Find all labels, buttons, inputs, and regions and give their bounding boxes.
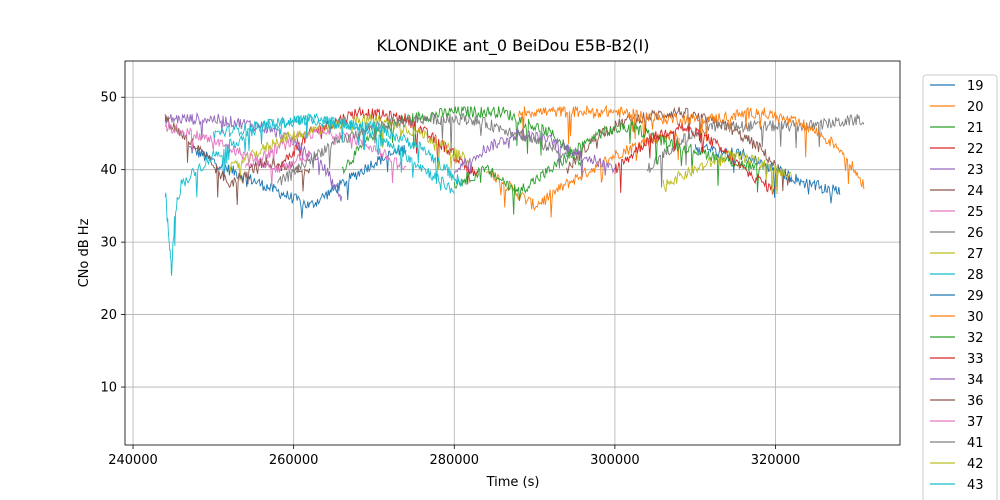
chart-title: KLONDIKE ant_0 BeiDou E5B-B2(I): [376, 36, 649, 56]
series-line-24: [566, 106, 793, 194]
x-axis-ticks: 240000 260000 280000 300000 320000: [108, 445, 800, 468]
legend-label-26: 26: [967, 226, 984, 241]
legend-label-27: 27: [967, 247, 984, 262]
legend-label-24: 24: [967, 184, 984, 199]
legend-label-42: 42: [967, 457, 984, 472]
legend-label-30: 30: [967, 310, 984, 325]
legend-box: [922, 74, 998, 500]
series-line-43: [164, 113, 463, 276]
series-line-30: [518, 104, 865, 190]
x-tick-label: 320000: [751, 453, 801, 468]
y-axis-ticks: 10 20 30 40 50: [100, 91, 125, 396]
series-line-33: [614, 123, 776, 195]
series-line-28: [212, 112, 455, 195]
legend-label-23: 23: [967, 163, 984, 178]
legend-label-25: 25: [967, 205, 984, 220]
plot-frame: [124, 60, 901, 446]
y-tick-label: 10: [100, 381, 117, 396]
y-tick-label: 50: [100, 91, 117, 106]
x-axis-label: Time (s): [486, 475, 540, 490]
legend-label-21: 21: [967, 121, 984, 136]
legend-label-33: 33: [967, 352, 984, 367]
series-line-42: [662, 149, 793, 194]
legend-label-43: 43: [967, 478, 984, 493]
y-tick-label: 20: [100, 308, 117, 323]
legend-label-29: 29: [967, 289, 984, 304]
series-line-25: [245, 126, 407, 184]
series-line-41: [277, 112, 568, 186]
series-line-32: [453, 121, 760, 215]
legend-label-37: 37: [967, 415, 984, 430]
y-tick-label: 40: [100, 163, 117, 178]
series-line-27: [228, 113, 471, 181]
series-line-26: [646, 114, 865, 188]
legend-label-22: 22: [967, 142, 984, 157]
legend-label-34: 34: [967, 373, 984, 388]
y-axis-label: CNo dB Hz: [77, 218, 92, 287]
series-lines: [164, 104, 865, 276]
x-tick-label: 260000: [269, 453, 319, 468]
legend-label-28: 28: [967, 268, 984, 283]
legend-label-19: 19: [967, 79, 984, 94]
y-tick-label: 30: [100, 236, 117, 251]
legend-label-20: 20: [967, 100, 984, 115]
legend-label-32: 32: [967, 331, 984, 346]
series-line-29: [694, 143, 841, 204]
x-tick-label: 300000: [590, 453, 640, 468]
x-tick-label: 280000: [429, 453, 479, 468]
series-line-21: [341, 105, 584, 175]
legend-label-41: 41: [967, 436, 984, 451]
legend: 19 20 21 22 23 24 25 26 27 28 29 30 32 33 34 36 37 41 42 43…: [922, 74, 998, 500]
series-line-37: [164, 121, 311, 187]
legend-label-36: 36: [967, 394, 984, 409]
x-tick-label: 240000: [108, 453, 158, 468]
